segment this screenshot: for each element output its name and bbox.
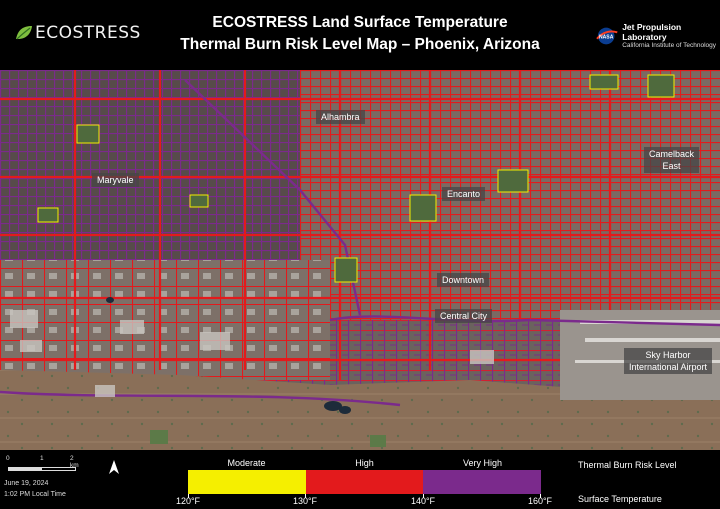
legend-swatch-moderate bbox=[188, 470, 306, 494]
ecostress-logo: ECOSTRESS bbox=[14, 20, 141, 46]
place-label-sky-harbor: Sky Harbor International Airport bbox=[624, 348, 713, 374]
legend-ticks bbox=[188, 494, 541, 498]
north-arrow-icon bbox=[109, 460, 119, 474]
scale-label-1: 1 bbox=[40, 455, 44, 462]
title-line-1: ECOSTRESS Land Surface Temperature bbox=[212, 14, 508, 31]
legend-label-high: High bbox=[355, 458, 374, 468]
temp-label-160: 160°F bbox=[527, 496, 553, 506]
scale-label-0: 0 bbox=[6, 455, 10, 462]
legend-swatch-very-high bbox=[423, 470, 542, 494]
leaf-icon bbox=[16, 26, 32, 40]
acquisition-time: 1:02 PM Local Time bbox=[4, 491, 66, 498]
risk-class-labels: Moderate High Very High bbox=[188, 458, 541, 470]
place-label-central-city: Central City bbox=[435, 309, 493, 323]
map-canvas[interactable]: Alhambra Maryvale Encanto Camelback East… bbox=[0, 70, 720, 450]
legend-swatch-high bbox=[305, 470, 424, 494]
acquisition-date: June 19, 2024 bbox=[4, 480, 49, 487]
place-label-camelback-east: Camelback East bbox=[644, 147, 700, 173]
jpl-logo: NASA Jet Propulsion Laboratory Californi… bbox=[596, 22, 720, 50]
header: ECOSTRESS ECOSTRESS Land Surface Tempera… bbox=[0, 0, 720, 70]
legend-label-very-high: Very High bbox=[462, 458, 503, 468]
place-label-downtown: Downtown bbox=[437, 273, 490, 287]
scale-bar-graphic bbox=[8, 467, 76, 471]
nasa-logo-text: NASA bbox=[599, 34, 614, 40]
title-line-2: Thermal Burn Risk Level Map – Phoenix, A… bbox=[180, 36, 540, 53]
temperature-scale: 120°F 130°F 140°F 160°F bbox=[176, 496, 552, 508]
jpl-name: Jet Propulsion Laboratory bbox=[622, 22, 682, 42]
temp-label-120: 120°F bbox=[175, 496, 201, 506]
legend-title: Thermal Burn Risk Level bbox=[578, 460, 677, 470]
legend-subtitle: Surface Temperature bbox=[578, 494, 662, 504]
map-title: ECOSTRESS Land Surface Temperature Therm… bbox=[150, 12, 570, 56]
nasa-meatball-icon: NASA bbox=[596, 27, 618, 45]
temp-label-130: 130°F bbox=[292, 496, 318, 506]
caltech-name: California Institute of Technology bbox=[622, 42, 717, 49]
temp-label-140: 140°F bbox=[410, 496, 436, 506]
scale-bar: 0 1 2 km bbox=[4, 455, 84, 475]
acquisition-info: June 19, 2024 1:02 PM Local Time bbox=[4, 478, 66, 500]
ecostress-logo-text: ECOSTRESS bbox=[35, 23, 141, 43]
footer-legend-panel: 0 1 2 km June 19, 2024 1:02 PM Local Tim… bbox=[0, 450, 720, 509]
place-label-encanto: Encanto bbox=[442, 187, 486, 201]
place-label-alhambra: Alhambra bbox=[316, 110, 365, 124]
scale-label-2: 2 km bbox=[70, 455, 79, 469]
risk-color-bar bbox=[188, 470, 542, 494]
place-label-maryvale: Maryvale bbox=[92, 173, 139, 187]
thermal-risk-map bbox=[0, 70, 720, 450]
legend-label-moderate: Moderate bbox=[227, 458, 266, 468]
